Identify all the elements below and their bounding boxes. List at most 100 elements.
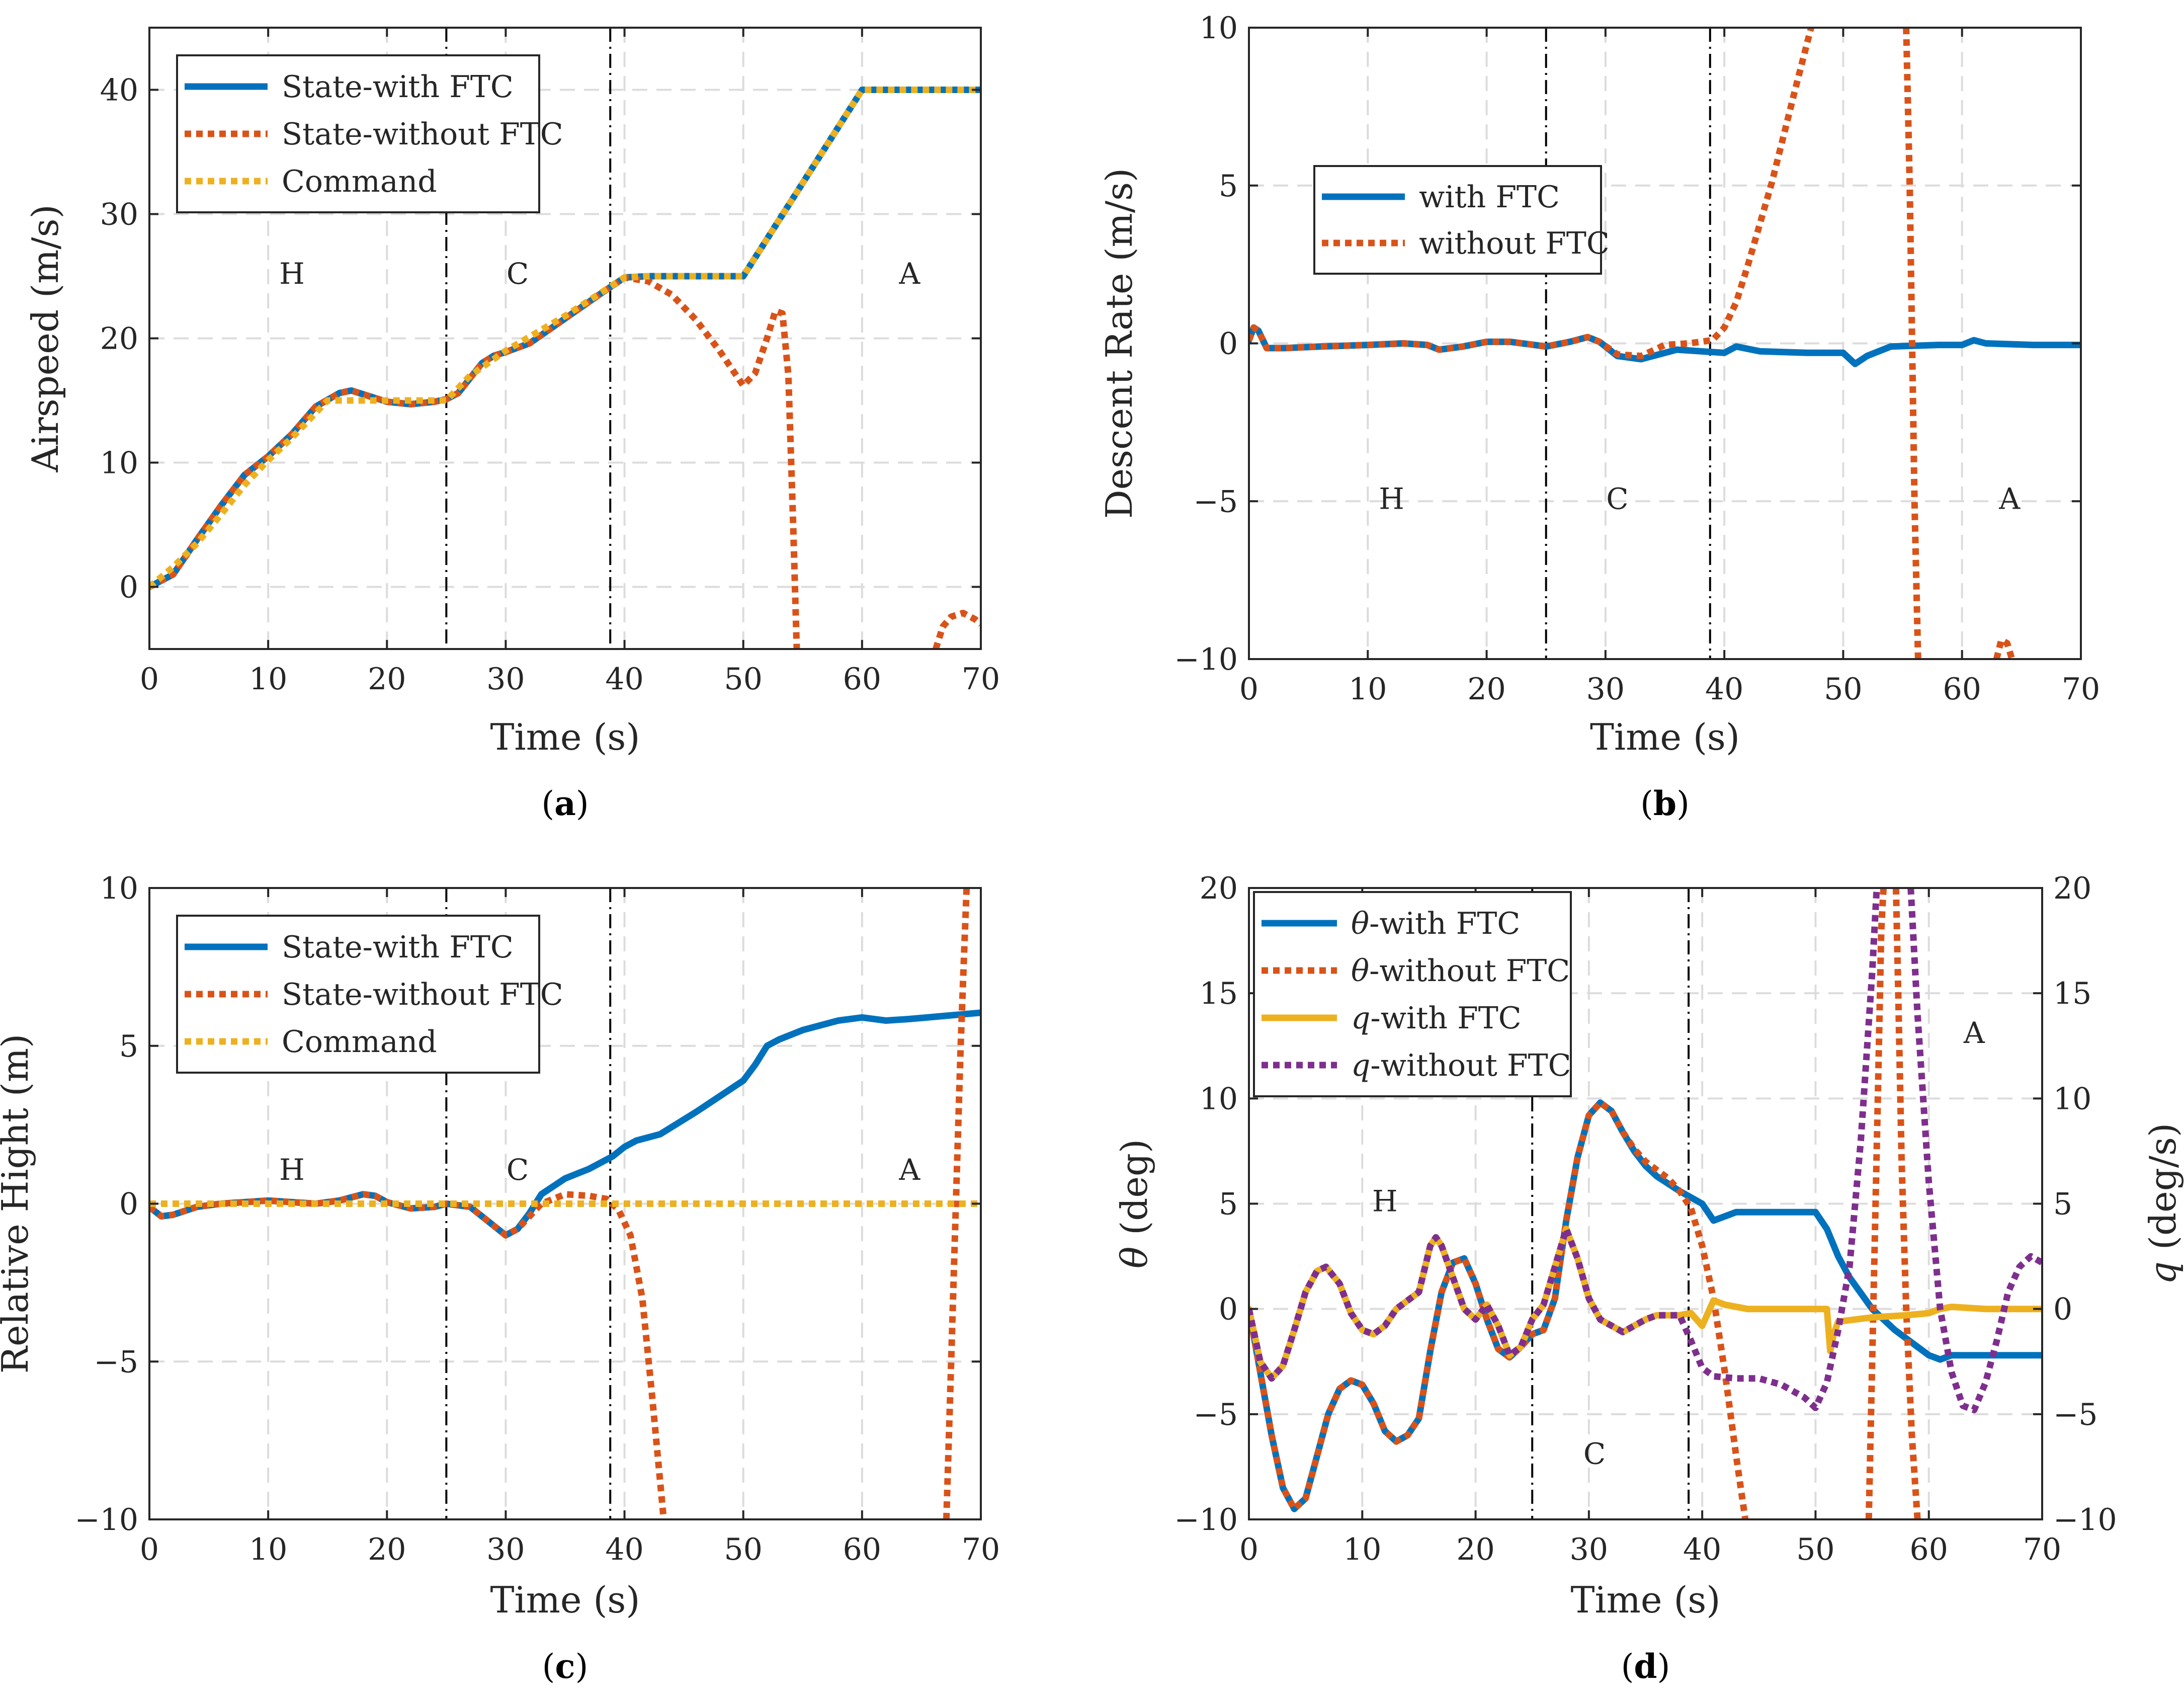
x-tick-label: 20 bbox=[1467, 672, 1505, 707]
phase-label: A bbox=[898, 1153, 920, 1187]
y-tick-label: 20 bbox=[1200, 871, 1238, 906]
y-tick-label: −10 bbox=[74, 1502, 138, 1538]
caption-paren: ) bbox=[576, 784, 589, 823]
x-tick-label: 10 bbox=[249, 1532, 287, 1567]
x-tick-label: 0 bbox=[1239, 672, 1258, 707]
y-tick-label: 10 bbox=[100, 446, 138, 481]
panel-caption: (c) bbox=[542, 1647, 589, 1686]
series-line bbox=[1249, 28, 1814, 360]
series-line bbox=[1249, 1099, 1749, 1519]
legend-box bbox=[1313, 165, 1602, 275]
x-tick-label: 50 bbox=[1824, 672, 1862, 707]
y-tick-label: −5 bbox=[1194, 484, 1238, 519]
series-line bbox=[1892, 888, 1921, 1519]
y-right-tick-label: 15 bbox=[2053, 976, 2091, 1011]
series-line bbox=[933, 609, 981, 649]
series-line bbox=[1907, 888, 2042, 1413]
caption-paren: ( bbox=[541, 784, 554, 823]
x-tick-label: 30 bbox=[1570, 1532, 1608, 1567]
series-group bbox=[149, 888, 981, 1519]
legend-label: Command bbox=[282, 164, 437, 199]
y-right-tick-label: −10 bbox=[2053, 1502, 2117, 1538]
series-group bbox=[149, 87, 981, 649]
legend-label: q-with FTC bbox=[1351, 1001, 1522, 1036]
caption-letter: b bbox=[1653, 784, 1676, 823]
panel-caption: (b) bbox=[1640, 784, 1690, 823]
x-tick-label: 40 bbox=[1705, 672, 1743, 707]
panel-caption: (a) bbox=[541, 784, 589, 823]
legend-label: θ-with FTC bbox=[1351, 906, 1520, 941]
series-group bbox=[1249, 28, 2081, 659]
y-tick-label: 10 bbox=[1200, 1081, 1238, 1116]
y-right-tick-label: 20 bbox=[2053, 871, 2091, 906]
chart-panel-c: H C A 0 10 20 30 40 50 60 70 −10 −5 0 5 10 Time (s) Relat… bbox=[0, 871, 1000, 1686]
x-tick-label: 20 bbox=[368, 1532, 406, 1567]
caption-paren: ) bbox=[1676, 784, 1690, 823]
phase-label: A bbox=[1998, 481, 2021, 516]
caption-paren: ( bbox=[1621, 1647, 1634, 1686]
phase-label: A bbox=[1963, 1016, 1985, 1050]
y-right-tick-label: 0 bbox=[2053, 1292, 2072, 1327]
y-tick-label: 15 bbox=[1200, 976, 1238, 1011]
legend-label-rest: -with FTC bbox=[1370, 1001, 1521, 1036]
y-right-axis-symbol: q bbox=[2142, 1261, 2184, 1284]
legend-symbol: q bbox=[1351, 1048, 1370, 1083]
x-tick-label: 60 bbox=[1910, 1532, 1948, 1567]
x-tick-label: 10 bbox=[1343, 1532, 1381, 1567]
x-tick-label: 70 bbox=[2023, 1532, 2061, 1567]
legend-label: θ-without FTC bbox=[1351, 953, 1570, 989]
y-tick-label: 5 bbox=[1219, 169, 1238, 204]
legend-label: State-with FTC bbox=[282, 930, 514, 965]
phase-label: H bbox=[279, 1153, 305, 1187]
caption-paren: ( bbox=[542, 1647, 555, 1686]
x-tick-label: 60 bbox=[843, 662, 881, 697]
x-tick-label: 70 bbox=[2062, 672, 2100, 707]
phase-label: C bbox=[1583, 1437, 1606, 1471]
caption-paren: ) bbox=[1657, 1647, 1670, 1686]
y-axis-symbol: θ bbox=[1113, 1247, 1155, 1268]
x-tick-label: 50 bbox=[724, 1532, 763, 1567]
y-tick-label: 20 bbox=[100, 321, 138, 357]
x-tick-label: 70 bbox=[962, 662, 1000, 697]
y-right-axis-unit: (deg/s) bbox=[2142, 1123, 2184, 1261]
series-line bbox=[149, 1191, 667, 1519]
series-line bbox=[149, 87, 981, 590]
y-tick-label: 10 bbox=[100, 871, 138, 906]
legend-label: q-without FTC bbox=[1351, 1048, 1571, 1083]
y-tick-label: 0 bbox=[119, 570, 138, 605]
x-tick-label: 60 bbox=[843, 1532, 881, 1567]
x-axis-label: Time (s) bbox=[490, 716, 640, 758]
series-line bbox=[1865, 888, 1887, 1519]
phase-label: C bbox=[507, 257, 529, 291]
y-tick-label: 10 bbox=[1200, 11, 1238, 46]
y-axis-label: θ (deg) bbox=[1113, 1139, 1155, 1268]
y-axis-label: Descent Rate (m/s) bbox=[1098, 168, 1140, 519]
phase-label: H bbox=[1379, 481, 1404, 516]
chart-panel-a: H C A 0 10 20 30 40 50 60 70 0 10 20 30 40 Time (s) Airsp… bbox=[24, 27, 1000, 823]
x-tick-label: 0 bbox=[140, 1532, 159, 1567]
caption-letter: c bbox=[555, 1647, 575, 1686]
legend-label: with FTC bbox=[1419, 180, 1560, 215]
legend-symbol: q bbox=[1351, 1001, 1370, 1036]
series-line bbox=[1249, 888, 1880, 1411]
x-tick-label: 40 bbox=[1683, 1532, 1721, 1567]
x-tick-label: 0 bbox=[1239, 1532, 1258, 1567]
caption-paren: ( bbox=[1640, 784, 1653, 823]
legend-symbol: θ bbox=[1351, 906, 1369, 941]
legend-label-rest: -without FTC bbox=[1370, 1048, 1571, 1083]
y-right-axis-label: q (deg/s) bbox=[2142, 1123, 2184, 1284]
x-tick-label: 20 bbox=[1456, 1532, 1494, 1567]
legend: State-with FTC State-without FTC Command bbox=[176, 915, 563, 1074]
y-tick-label: −10 bbox=[1174, 642, 1238, 677]
series-group bbox=[1249, 888, 2042, 1519]
y-tick-label: −10 bbox=[1174, 1502, 1238, 1538]
x-axis-label: Time (s) bbox=[1590, 716, 1740, 758]
x-tick-label: 0 bbox=[140, 662, 159, 697]
legend-label-rest: -with FTC bbox=[1369, 906, 1520, 941]
x-tick-label: 30 bbox=[486, 662, 525, 697]
legend-label-rest: -without FTC bbox=[1369, 953, 1570, 989]
x-tick-label: 30 bbox=[1586, 672, 1625, 707]
phase-label: H bbox=[1372, 1184, 1398, 1219]
